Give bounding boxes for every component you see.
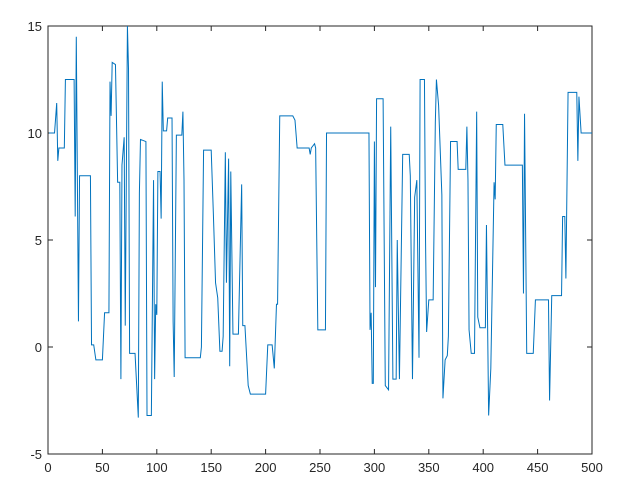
x-tick-label: 500 xyxy=(581,460,603,475)
data-line xyxy=(49,25,592,418)
x-tick-label: 350 xyxy=(418,460,440,475)
y-tick-label: 0 xyxy=(35,340,42,355)
x-tick-label: 0 xyxy=(44,460,51,475)
x-tick-label: 150 xyxy=(200,460,222,475)
y-tick-label: 10 xyxy=(28,126,42,141)
x-tick-label: 50 xyxy=(95,460,109,475)
y-tick-label: 15 xyxy=(28,19,42,34)
x-tick-label: 450 xyxy=(527,460,549,475)
x-tick-label: 250 xyxy=(309,460,331,475)
y-tick-label: 5 xyxy=(35,233,42,248)
x-tick-label: 400 xyxy=(472,460,494,475)
x-tick-label: 200 xyxy=(255,460,277,475)
x-tick-label: 300 xyxy=(364,460,386,475)
y-tick-label: -5 xyxy=(30,447,42,462)
x-tick-label: 100 xyxy=(146,460,168,475)
